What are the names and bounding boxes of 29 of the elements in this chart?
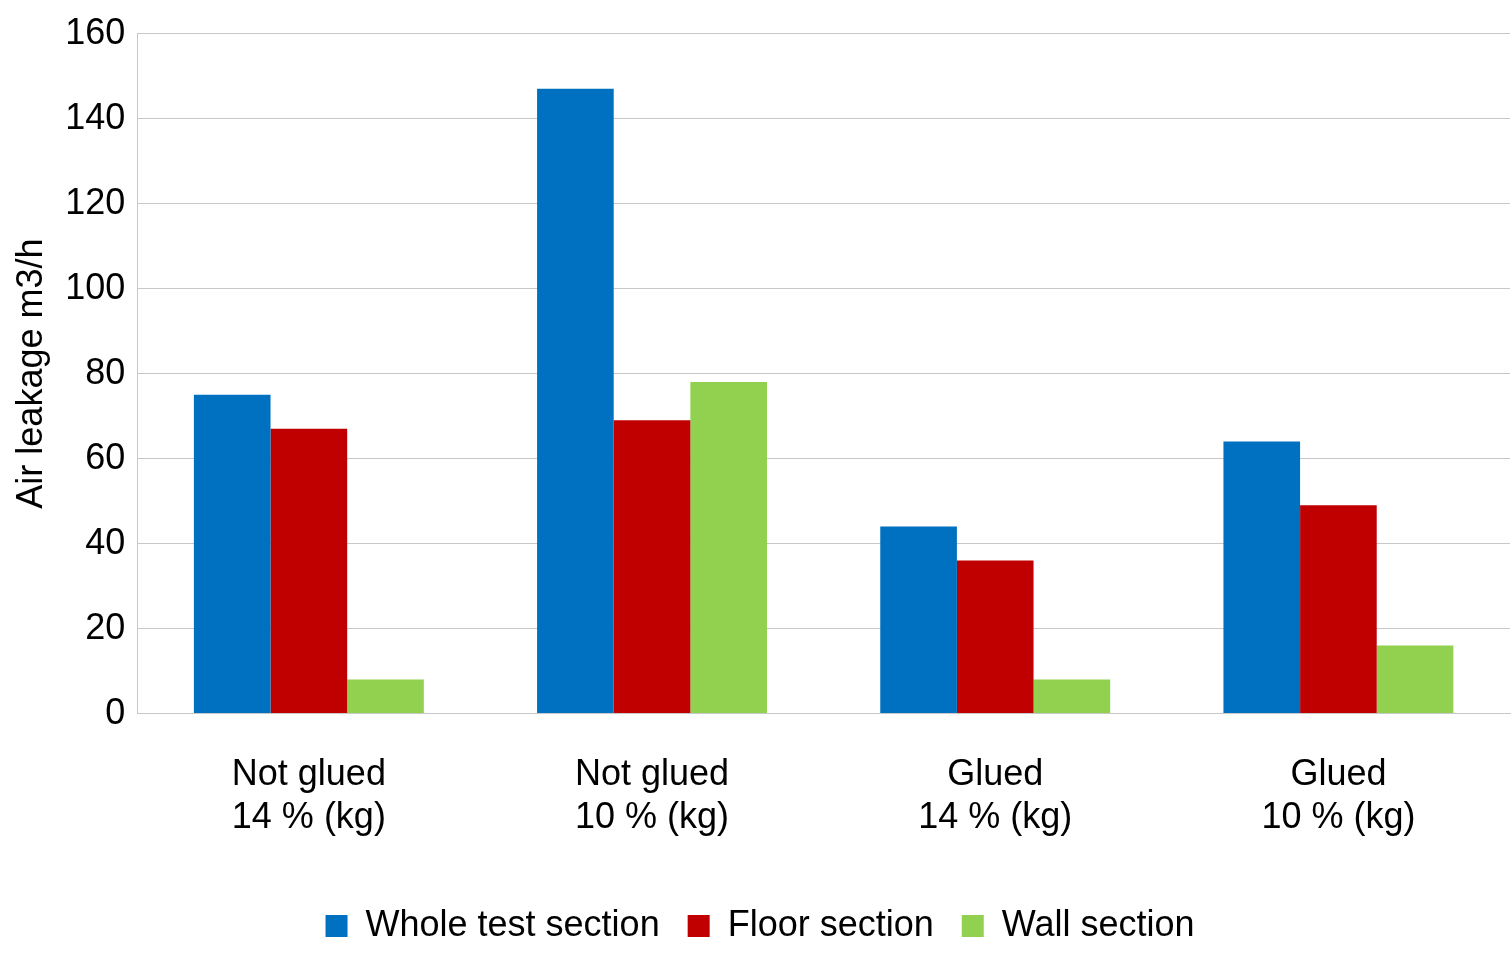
y-tick-label: 160 [65,10,126,52]
bar [1223,441,1301,714]
bar [880,526,957,714]
y-tick-label: 0 [105,690,126,732]
legend-label: Floor section [727,902,934,944]
bar [956,560,1034,714]
bar [690,382,768,714]
legend-label: Wall section [1001,902,1195,944]
y-tick-label: 60 [85,435,126,477]
y-tick-label: 100 [65,265,126,307]
y-tick-label: 40 [85,520,126,562]
bar [347,679,424,714]
bar [1033,679,1111,714]
x-tick-label: Glued 14 % (kg) [918,752,1073,837]
x-tick-label: Glued 10 % (kg) [1261,752,1416,837]
bar [1376,645,1454,714]
y-axis-title: Air leakage m3/h [8,238,50,509]
bar [613,420,691,714]
bar [270,428,348,714]
bar [193,394,271,714]
legend-label: Whole test section [365,902,660,944]
x-tick-label: Not glued 14 % (kg) [231,752,386,837]
y-tick-label: 140 [65,95,126,137]
x-tick-label: Not glued 10 % (kg) [574,752,730,837]
y-tick-label: 80 [85,350,126,392]
y-tick-label: 120 [65,180,126,222]
bar [537,88,614,714]
bar [1300,505,1377,714]
y-tick-label: 20 [85,605,126,647]
